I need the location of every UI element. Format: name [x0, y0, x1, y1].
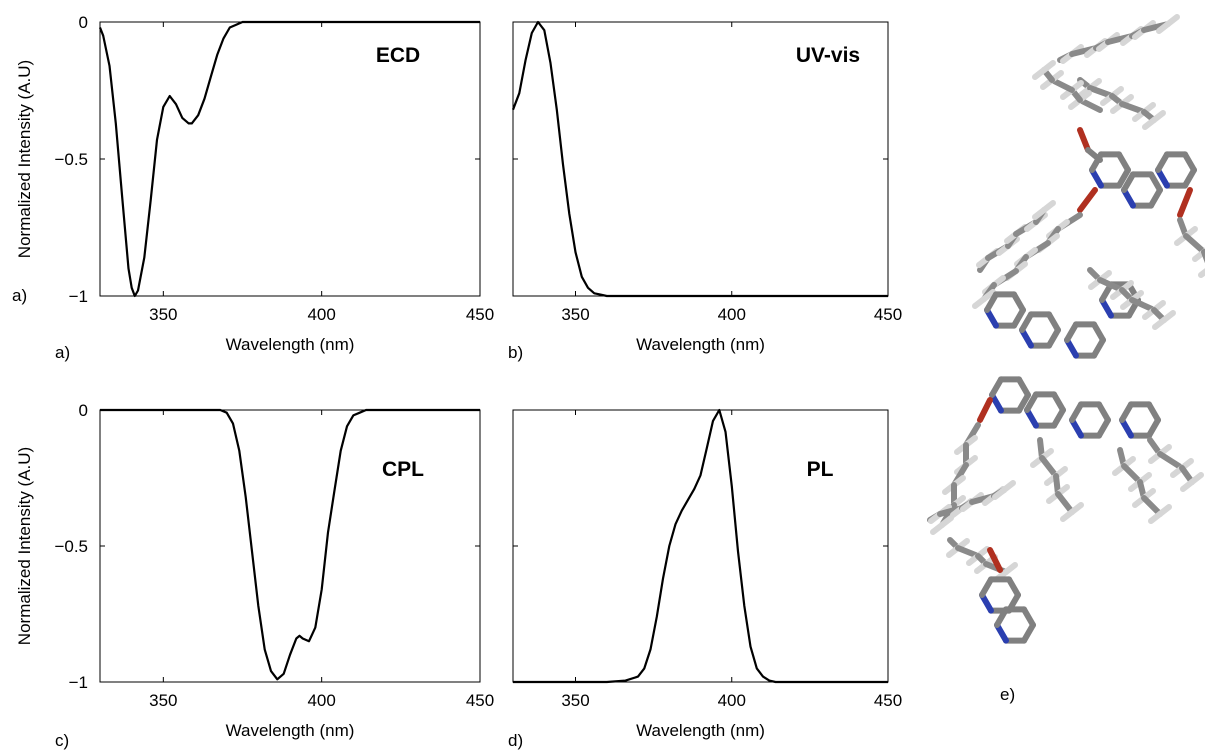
x-tick-label: 400 — [718, 305, 746, 324]
x-tick-label: 350 — [561, 305, 589, 324]
molecule-bond — [1119, 101, 1147, 115]
molecule-bond — [1177, 187, 1193, 218]
molecule-bond — [1152, 317, 1167, 330]
chart-title: CPL — [382, 458, 424, 481]
x-tick-label: 450 — [874, 691, 902, 710]
molecule-bond — [1051, 391, 1066, 413]
molecule-bond — [1096, 401, 1111, 423]
y-tick-label: −1 — [69, 673, 88, 692]
molecule-bond — [1198, 268, 1205, 278]
molecule-bond — [1032, 207, 1047, 220]
y-tick-label: −0.5 — [54, 537, 88, 556]
molecule-bond — [1182, 151, 1197, 173]
panel-label: a) — [55, 343, 70, 362]
x-tick-label: 450 — [466, 305, 494, 324]
x-axis-label: Wavelength (nm) — [636, 335, 765, 354]
molecule-bond — [1142, 117, 1157, 130]
molecule-bond — [1148, 511, 1163, 524]
molecule-bond — [1129, 297, 1157, 313]
molecule-bond — [1183, 233, 1205, 255]
series-line — [511, 20, 888, 298]
series-line — [100, 408, 480, 681]
chart-title: PL — [807, 458, 834, 481]
molecule-bond — [977, 397, 993, 423]
molecule-bond — [1055, 491, 1075, 515]
y-tick-label: 0 — [79, 13, 88, 32]
y-tick-label: −0.5 — [54, 150, 88, 169]
series-line — [98, 20, 480, 298]
series-line — [513, 408, 888, 684]
y-tick-label: −1 — [69, 287, 88, 306]
molecule-bond — [1049, 77, 1075, 93]
x-tick-label: 400 — [307, 691, 335, 710]
panel-label: a) — [12, 286, 27, 305]
molecule-bond — [1180, 479, 1195, 492]
panel-label: d) — [508, 731, 523, 750]
plot-frame — [99, 21, 481, 297]
molecule-structure-image — [927, 14, 1205, 644]
panel-label: b) — [508, 343, 523, 362]
x-tick-label: 350 — [561, 691, 589, 710]
molecule-bond — [1087, 85, 1115, 99]
x-tick-label: 400 — [718, 691, 746, 710]
y-axis-label: Normalized Intensity (A.U) — [15, 60, 34, 258]
molecule-bond — [992, 487, 1007, 500]
molecule-bond — [1121, 463, 1143, 485]
molecule-bond — [1021, 606, 1036, 628]
molecule-bond — [1016, 376, 1031, 398]
molecule-bond — [1039, 455, 1059, 479]
molecule-bond — [972, 296, 987, 309]
molecule-bond — [1077, 97, 1103, 113]
x-tick-label: 450 — [874, 305, 902, 324]
chart-title: UV-vis — [796, 44, 860, 67]
x-tick-label: 350 — [149, 691, 177, 710]
molecule-bond — [1085, 147, 1103, 163]
x-axis-label: Wavelength (nm) — [226, 335, 355, 354]
molecule-bond — [1006, 576, 1021, 598]
molecule-bond — [1032, 67, 1047, 80]
x-tick-label: 350 — [149, 305, 177, 324]
molecule-bond — [1011, 291, 1026, 313]
chart-title: ECD — [376, 44, 420, 67]
molecule-bond — [1077, 187, 1098, 213]
y-axis-label: Normalized Intensity (A.U) — [15, 447, 34, 645]
molecule-bond — [1148, 171, 1163, 193]
plot-frame — [512, 409, 889, 683]
molecule-bond — [1046, 311, 1061, 333]
molecule-bond — [1060, 509, 1075, 522]
molecule-bond — [1116, 151, 1131, 173]
panel-label: e) — [1000, 685, 1015, 704]
molecule-bond — [1156, 21, 1171, 34]
x-tick-label: 400 — [307, 305, 335, 324]
molecule-bond — [1097, 277, 1125, 293]
plot-frame — [99, 409, 481, 683]
panel-label: c) — [55, 731, 69, 750]
x-axis-label: Wavelength (nm) — [226, 721, 355, 740]
y-tick-label: 0 — [79, 401, 88, 420]
molecule-bond — [1157, 451, 1185, 471]
x-tick-label: 450 — [466, 691, 494, 710]
molecule-bond — [930, 522, 945, 535]
molecule-bond — [1091, 321, 1106, 343]
molecule-bond — [1141, 495, 1163, 517]
x-axis-label: Wavelength (nm) — [636, 721, 765, 740]
molecule-bond — [987, 547, 1003, 573]
molecule-bond — [1146, 401, 1161, 423]
molecule-bond — [1077, 127, 1091, 153]
molecule-bond — [955, 545, 981, 559]
